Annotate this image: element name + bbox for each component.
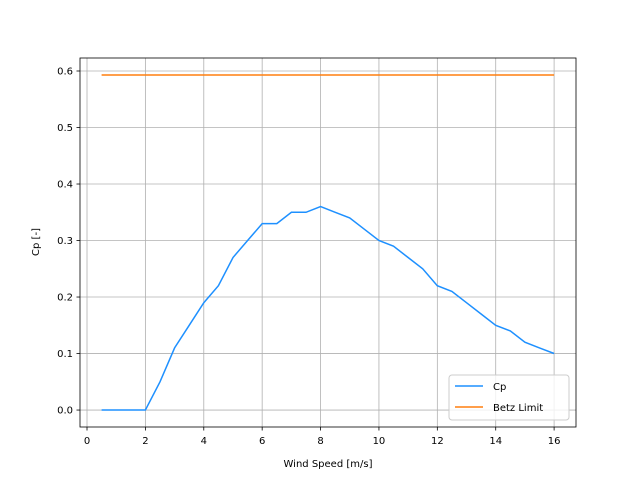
y-tick-label: 0.3 (57, 236, 73, 247)
plot-frame (79, 57, 577, 428)
x-tick-label: 2 (142, 436, 148, 447)
legend-label-betz: Betz Limit (493, 403, 543, 414)
y-tick-label: 0.1 (57, 349, 73, 360)
series-lines (101, 74, 555, 411)
x-tick-label: 6 (259, 436, 265, 447)
x-tick-label: 8 (317, 436, 323, 447)
grid (80, 58, 576, 427)
x-tick-label: 4 (201, 436, 207, 447)
y-tick-label: 0.0 (57, 406, 73, 417)
y-tick-label: 0.4 (57, 180, 73, 191)
y-axis-label: Cp [-] (31, 228, 42, 256)
y-tick-label: 0.5 (57, 123, 73, 134)
y-tick-label: 0.2 (57, 293, 73, 304)
x-axis-label: Wind Speed [m/s] (284, 459, 373, 470)
ticks: 0 2 4 6 8 10 12 14 16 0.0 0.1 0.2 0.3 0.4 0.5 0.6 (57, 66, 560, 447)
x-tick-label: 12 (431, 436, 444, 447)
x-tick-label: 14 (489, 436, 502, 447)
y-tick-label: 0.6 (57, 66, 73, 77)
series-line-cp (101, 205, 555, 411)
x-tick-label: 10 (373, 436, 386, 447)
legend: Cp Betz Limit (448, 374, 570, 421)
x-tick-label: 0 (84, 436, 90, 447)
x-tick-label: 16 (548, 436, 561, 447)
legend-label-cp: Cp (493, 382, 506, 393)
